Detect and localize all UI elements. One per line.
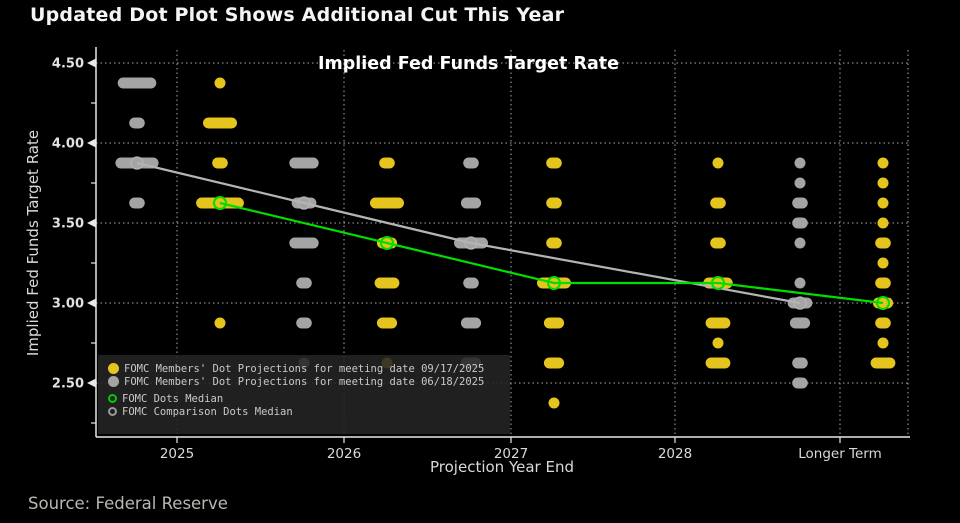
comparison-median-marker <box>464 236 478 250</box>
legend-ring-icon <box>108 407 117 416</box>
june-dot-cluster <box>463 157 479 169</box>
sept-dot-cluster <box>870 357 896 369</box>
sept-dot-cluster <box>370 197 404 209</box>
comparison-median-marker <box>793 296 807 310</box>
x-tick-label: Longer Term <box>798 446 882 462</box>
june-dot-cluster <box>460 317 482 329</box>
legend-item: FOMC Dots Median <box>108 392 510 405</box>
median-marker <box>547 276 561 290</box>
median-line <box>219 201 884 305</box>
sept-dot-cluster <box>374 277 400 289</box>
legend-dot-icon <box>108 363 119 374</box>
sept-dot-cluster <box>710 237 726 249</box>
sept-dot-cluster <box>543 357 565 369</box>
sept-dot-cluster <box>877 177 889 189</box>
legend-ring-icon <box>108 394 117 403</box>
june-dot-cluster <box>129 197 145 209</box>
june-dot-cluster <box>296 317 312 329</box>
sept-dot-cluster <box>214 317 226 329</box>
x-tick-label: 2025 <box>160 446 194 462</box>
sept-dot-cluster <box>548 397 560 409</box>
sept-dot-cluster <box>543 317 565 329</box>
x-tick-label: 2027 <box>494 446 528 462</box>
june-dot-cluster <box>289 157 319 169</box>
y-tick-label: 4.00 <box>52 137 84 152</box>
june-dot-cluster <box>792 197 808 209</box>
sept-dot-cluster <box>877 157 889 169</box>
x-tick-label: 2026 <box>327 446 361 462</box>
sept-dot-cluster <box>214 77 226 89</box>
sept-dot-cluster <box>379 157 395 169</box>
sept-dot-cluster <box>705 357 731 369</box>
legend-dot-icon <box>108 376 119 387</box>
median-marker <box>213 196 227 210</box>
sept-dot-cluster <box>877 217 889 229</box>
june-dot-cluster <box>460 197 482 209</box>
june-dot-cluster <box>794 237 806 249</box>
y-tick-label: 3.00 <box>52 297 84 312</box>
comparison-median-line <box>136 161 801 305</box>
june-dot-cluster <box>794 277 806 289</box>
median-marker <box>711 276 725 290</box>
sept-dot-cluster <box>376 317 398 329</box>
legend-item: FOMC Members' Dot Projections for meetin… <box>108 375 510 388</box>
legend-item: FOMC Members' Dot Projections for meetin… <box>108 362 510 375</box>
june-dot-cluster <box>792 357 808 369</box>
sept-dot-cluster <box>546 237 562 249</box>
y-tick-label: 2.50 <box>52 377 84 392</box>
sept-dot-cluster <box>877 257 889 269</box>
sept-dot-cluster <box>203 117 237 129</box>
june-dot-cluster <box>792 377 808 389</box>
legend-item-label: FOMC Members' Dot Projections for meetin… <box>124 375 485 388</box>
sept-dot-cluster <box>877 337 889 349</box>
june-dot-cluster <box>296 277 312 289</box>
legend-item: FOMC Comparison Dots Median <box>108 405 510 418</box>
sept-dot-cluster <box>712 157 724 169</box>
y-axis-title: Implied Fed Funds Target Rate <box>24 129 42 357</box>
june-dot-cluster <box>789 317 811 329</box>
june-dot-cluster <box>129 117 145 129</box>
legend-item-label: FOMC Comparison Dots Median <box>122 405 293 418</box>
sept-dot-cluster <box>877 197 889 209</box>
june-dot-cluster <box>117 77 157 89</box>
legend-item-label: FOMC Members' Dot Projections for meetin… <box>124 362 485 375</box>
median-marker <box>380 236 394 250</box>
comparison-median-marker <box>297 196 311 210</box>
y-tick-label: 4.50 <box>52 57 84 72</box>
sept-dot-cluster <box>712 337 724 349</box>
chart-inner-title: Implied Fed Funds Target Rate <box>318 54 620 74</box>
median-marker <box>876 296 890 310</box>
sept-dot-cluster <box>875 277 891 289</box>
june-dot-cluster <box>794 177 806 189</box>
chart-legend: FOMC Members' Dot Projections for meetin… <box>98 355 510 434</box>
june-dot-cluster <box>792 217 808 229</box>
x-tick-label: 2028 <box>658 446 692 462</box>
comparison-median-marker <box>130 156 144 170</box>
legend-item-label: FOMC Dots Median <box>122 392 224 405</box>
sept-dot-cluster <box>546 157 562 169</box>
june-dot-cluster <box>289 237 319 249</box>
june-dot-cluster <box>794 157 806 169</box>
page-title: Updated Dot Plot Shows Additional Cut Th… <box>30 4 565 26</box>
sept-dot-cluster <box>546 197 562 209</box>
sept-dot-cluster <box>705 317 731 329</box>
source-attribution: Source: Federal Reserve <box>28 494 228 513</box>
y-tick-label: 3.50 <box>52 217 84 232</box>
sept-dot-cluster <box>875 317 891 329</box>
sept-dot-cluster <box>875 237 891 249</box>
june-dot-cluster <box>463 277 479 289</box>
x-axis-title: Projection Year End <box>430 458 574 476</box>
sept-dot-cluster <box>212 157 228 169</box>
sept-dot-cluster <box>710 197 726 209</box>
